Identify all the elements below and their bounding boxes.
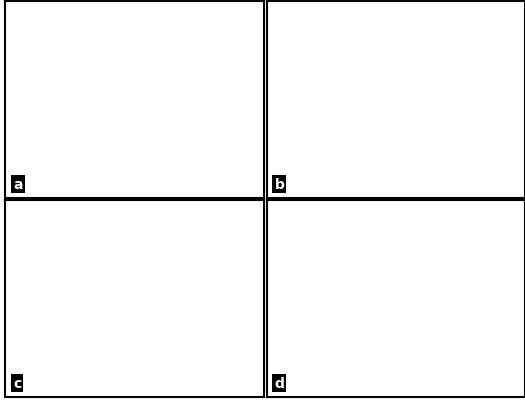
Text: b: b (275, 177, 285, 191)
Text: a: a (13, 177, 23, 191)
Text: c: c (13, 376, 21, 390)
Text: d: d (275, 376, 285, 390)
